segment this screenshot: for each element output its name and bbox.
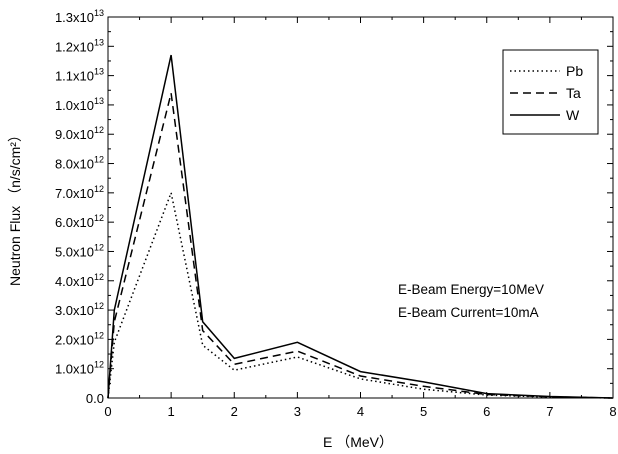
series-line-pb: [107, 190, 614, 399]
y-tick-label: 3.0x1012: [55, 301, 104, 318]
y-tick-label: 1.1x1013: [55, 67, 104, 84]
x-tick-label: 7: [546, 404, 553, 419]
x-tick-label: 3: [294, 404, 301, 419]
y-tick-label: 1.3x1013: [55, 8, 104, 25]
y-tick-label: 6.0x1012: [55, 213, 104, 230]
y-tick-label: 5.0x1012: [55, 242, 104, 259]
y-tick-label: 0.0: [86, 391, 104, 406]
x-tick-label: 8: [609, 404, 616, 419]
legend-box: [502, 49, 599, 135]
x-tick-label: 0: [104, 404, 111, 419]
x-tick-label: 4: [357, 404, 364, 419]
y-axis-ticks: 0.0 1.0x1012 2.0x1012 3.0x1012 4.0x1012 5.0x1…: [55, 8, 613, 406]
legend-label-ta: Ta: [566, 85, 581, 101]
y-tick-label: 7.0x1012: [55, 184, 104, 201]
x-axis-ticks: 0 1 2 3 4 5 6 7 8: [104, 17, 617, 419]
x-tick-label: 1: [168, 404, 175, 419]
series-line-w: [107, 54, 614, 399]
y-tick-label: 4.0x1012: [55, 272, 104, 289]
y-tick-label: 2.0x1012: [55, 330, 104, 347]
y-axis-label: Neutron Flux （n/s/cm²）: [7, 128, 23, 286]
x-tick-label: 6: [483, 404, 490, 419]
legend-label-w: W: [566, 107, 580, 123]
legend-label-pb: Pb: [566, 63, 583, 79]
y-tick-label: 1.0x1013: [55, 96, 104, 113]
annotation-beam-energy: E-Beam Energy=10MeV: [398, 282, 544, 297]
series-lines: [107, 54, 614, 399]
annotation-beam-current: E-Beam Current=10mA: [398, 305, 539, 320]
x-tick-label: 2: [231, 404, 238, 419]
series-line-ta: [107, 93, 614, 399]
y-tick-label: 1.0x1012: [55, 360, 104, 377]
legend: Pb Ta W: [502, 49, 599, 135]
y-tick-label: 1.2x1013: [55, 37, 104, 54]
y-tick-label: 9.0x1012: [55, 125, 104, 142]
x-tick-label: 5: [420, 404, 427, 419]
x-axis-label: E （MeV）: [323, 434, 393, 450]
y-tick-label: 8.0x1012: [55, 155, 104, 172]
